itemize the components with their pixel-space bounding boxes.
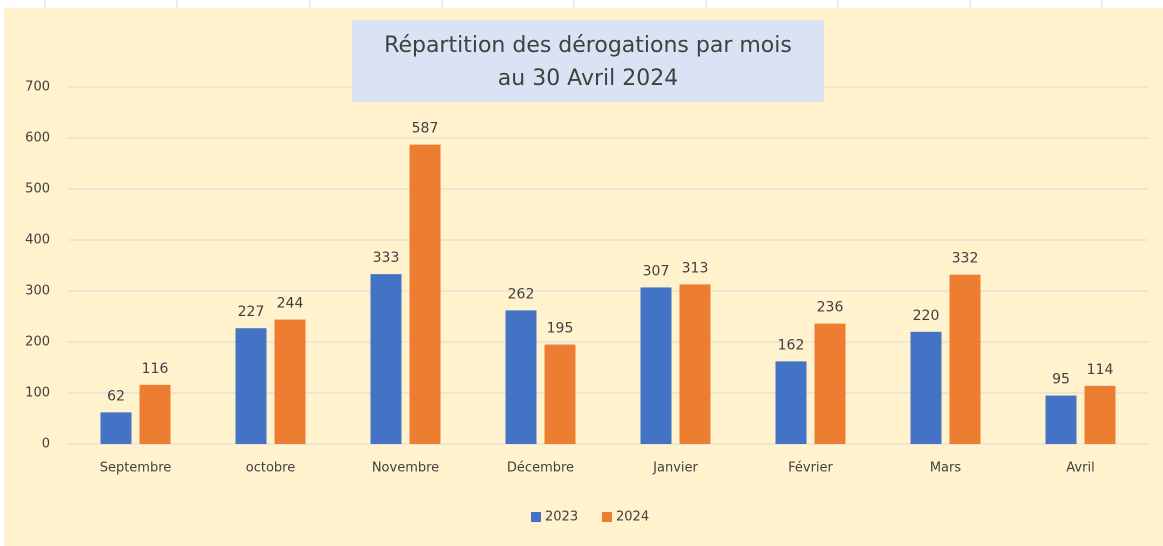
data-label: 195 [547,321,574,337]
bar [1045,395,1077,444]
data-label: 114 [1087,362,1114,378]
bar [235,328,267,444]
x-tick-label: Avril [1066,461,1094,476]
bar [505,310,537,444]
data-label: 333 [373,250,400,266]
data-label: 162 [778,337,805,353]
y-tick-label: 600 [25,131,50,146]
bar [814,323,846,444]
bar [409,144,441,444]
y-tick-label: 100 [25,386,50,401]
data-label: 262 [508,286,535,302]
bar [100,412,132,444]
y-tick-label: 400 [25,233,50,248]
chart-title: Répartition des dérogations par mois [384,33,792,58]
bar [139,384,171,444]
data-label: 587 [412,121,439,137]
sheet-column-lines [44,0,1103,8]
y-tick-label: 500 [25,182,50,197]
x-tick-label: Décembre [507,461,574,476]
y-tick-label: 300 [25,284,50,299]
chart-title: au 30 Avril 2024 [498,66,678,91]
data-label: 227 [238,304,265,320]
bar [640,287,672,444]
x-tick-label: Février [788,461,833,476]
data-label: 332 [952,251,979,267]
x-tick-label: octobre [246,461,295,476]
legend-label: 2023 [545,510,578,525]
data-label: 244 [277,296,304,312]
x-tick-label: Mars [930,461,962,476]
legend-label: 2024 [616,510,649,525]
data-label: 313 [682,260,709,276]
bar [544,344,576,444]
data-label: 62 [107,388,125,404]
bar [775,361,807,444]
bar [910,331,942,444]
bar [1084,385,1116,444]
title-box [352,20,824,102]
y-tick-label: 700 [25,80,50,95]
data-label: 220 [913,308,940,324]
bar [679,284,711,444]
x-tick-label: Septembre [100,461,172,476]
y-tick-label: 0 [42,437,50,452]
legend-swatch [531,512,541,522]
y-tick-label: 200 [25,335,50,350]
data-label: 307 [643,263,670,279]
data-label: 236 [817,300,844,316]
data-label: 116 [142,361,169,377]
x-tick-label: Janvier [652,461,698,476]
data-label: 95 [1052,372,1070,388]
legend-swatch [602,512,612,522]
bar [370,274,402,444]
bar [274,319,306,444]
bar [949,274,981,444]
marks: 62 116 227 244 333 587 262 195 307 313 162 236 220 33… [100,121,1116,444]
x-tick-label: Novembre [372,461,439,476]
